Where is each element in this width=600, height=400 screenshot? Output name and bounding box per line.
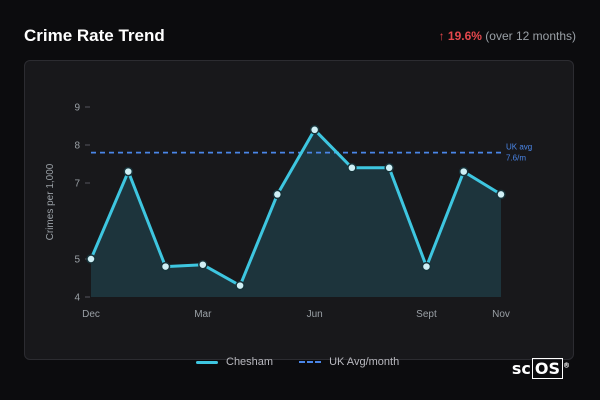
y-tick-label: 4	[74, 293, 80, 304]
trend-change-summary: ↑ 19.6% (over 12 months)	[439, 29, 576, 43]
y-tick-label: 5	[74, 255, 80, 266]
data-points	[86, 125, 506, 291]
uk-avg-annotation-value: 7.6/m	[506, 154, 526, 163]
series-area-fill	[91, 129, 501, 297]
series-line-chesham	[89, 128, 502, 288]
data-point-feb	[160, 261, 171, 272]
y-tick-label: 8	[74, 141, 80, 152]
data-point-sept	[421, 261, 432, 272]
data-point-jun	[309, 125, 320, 135]
data-point-apr	[235, 280, 245, 291]
uk-avg-annotation: UK avg	[506, 143, 532, 152]
data-point-nov	[496, 189, 506, 200]
y-axis-ticks: 4 5 7 8 9	[74, 103, 90, 304]
change-period: (over 12 months)	[485, 29, 576, 43]
change-percent: 19.6%	[447, 29, 482, 43]
data-point-jul	[347, 163, 357, 173]
page-title: Crime Rate Trend	[24, 26, 165, 45]
legend-item-uk-avg[interactable]: UK Avg/month	[299, 356, 399, 368]
y-tick-label: 9	[74, 103, 80, 114]
legend-label-uk-avg: UK Avg/month	[329, 356, 400, 368]
trend-up-icon: ↑	[438, 29, 445, 43]
chart-legend: Chesham UK Avg/month	[196, 356, 425, 368]
legend-swatch-solid	[196, 360, 218, 364]
data-point-may	[272, 189, 283, 200]
x-tick-label: Sept	[416, 309, 437, 320]
data-point-oct	[458, 166, 469, 177]
legend-swatch-dashed	[299, 361, 322, 363]
x-tick-label: Mar	[194, 309, 212, 320]
x-axis-ticks: Dec Mar Jun Sept Nov	[82, 309, 510, 320]
legend-item-chesham[interactable]: Chesham	[196, 356, 273, 368]
data-point-dec	[86, 254, 96, 264]
data-point-mar	[198, 259, 208, 270]
data-point-jan	[123, 166, 134, 177]
brand-logo: sc OS ®	[511, 358, 570, 379]
y-axis-label: Crimes per 1,000	[45, 163, 56, 240]
x-tick-label: Dec	[82, 309, 100, 320]
data-point-aug	[384, 163, 394, 173]
y-tick-label: 7	[74, 179, 80, 190]
x-tick-label: Nov	[492, 309, 510, 320]
x-tick-label: Jun	[307, 309, 323, 320]
legend-label-chesham: Chesham	[226, 356, 274, 368]
